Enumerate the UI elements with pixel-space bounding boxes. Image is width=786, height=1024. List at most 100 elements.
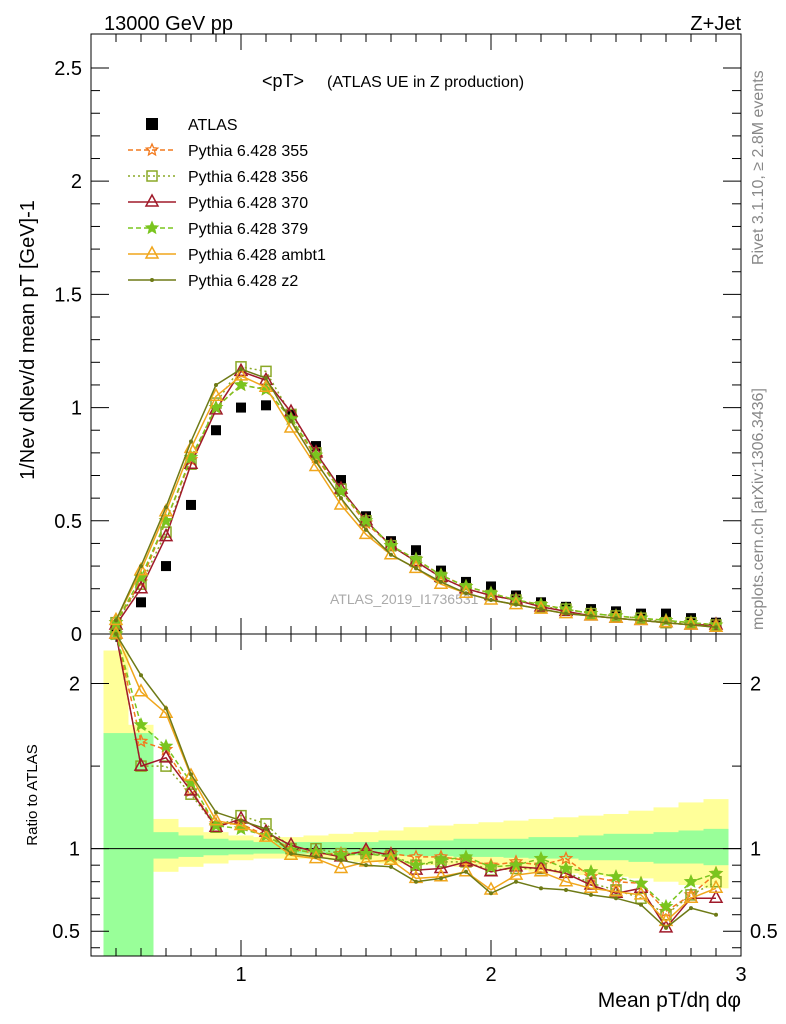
band_inner-bin [703,828,729,866]
series-6-ratio-point [639,902,643,907]
ratio-series-group [108,625,724,933]
series-2-ratio-point [135,760,147,772]
series-0-main-point [336,475,346,486]
series-5-ratio-point [583,879,599,894]
series-4-ratio-point [658,898,674,913]
series-6-ratio-point [714,912,718,917]
series-5-main-line [115,375,717,628]
legend-marker-6 [150,278,154,282]
series-0-main-point [261,400,271,411]
series-4-ratio-point [408,857,424,872]
series-6-ratio-point [589,892,593,897]
series-5-main-point [383,546,399,560]
series-5-main-point [158,503,174,517]
series-6-main-point [414,566,418,571]
series-6-main-point [164,505,168,510]
series-2-ratio-line [115,633,717,916]
series-0-main-point [136,597,146,608]
series-6-ratio-point [214,810,218,815]
series-5-ratio-point [458,863,474,877]
series-3-ratio-point [183,782,199,796]
series-0-main-point [236,402,246,413]
band_inner-bin [453,838,479,857]
y-tick-label-main: 0 [71,624,82,646]
series-5-main-point [558,605,574,619]
series-3-main-point [158,528,174,542]
series-5-main-point [708,618,724,632]
analysis-watermark: ATLAS_2019_I1736531 [330,591,479,607]
x-axis-title: Mean pT/dη dφ [598,989,741,1012]
band_inner-bin [653,832,679,864]
series-3-ratio-point [133,757,149,771]
series-6-main-point [364,527,368,532]
series-6-main-point [264,376,268,381]
y-tick-label-ratio-left: 0.5 [52,921,80,943]
series-4-main-point [183,449,199,464]
legend-marker-5 [144,245,160,259]
series-4-main-point [358,513,374,527]
series-5-main-point [233,367,249,381]
series-6-main-point [664,620,668,625]
series-5-main-point [133,562,149,576]
series-5-main-point [208,387,224,402]
series-6-ratio-point [289,851,293,856]
legend-label-2: Pythia 6.428 356 [188,169,308,186]
series-5-ratio-point [608,883,624,897]
series-6-main-point [189,439,193,444]
series-6-main-point [289,419,293,424]
legend-marker-1 [144,142,160,157]
series-5-main-point [183,439,199,454]
series-6-ratio-point [689,906,693,911]
legend-marker-3 [144,193,160,207]
band_inner-bin [178,835,204,857]
series-4-main-line [115,384,717,626]
series-5-ratio-point [133,683,149,697]
series-6-ratio-point [314,854,318,859]
series-5-ratio-point [183,767,199,781]
series-5-ratio-point [208,812,224,826]
legend: ATLAS Pythia 6.428 355 Pythia 6.428 356 Pyt… [128,117,326,290]
series-4-ratio-point [708,865,724,880]
y-tick-label-ratio-right: 1 [750,839,761,861]
series-6-ratio-point [189,772,193,777]
series-6-ratio-point [464,869,468,874]
series-6-main-point [714,625,718,630]
series-6-ratio-point [339,858,343,863]
series-3-main-line [115,370,716,626]
series-4-ratio-point [608,868,624,883]
series-3-main-point [133,580,149,594]
series-2-main-line [115,365,717,626]
plot-title: <pT> [262,71,304,91]
series-6-main-point [639,618,643,623]
series-6-ratio-point [264,826,268,831]
band_inner-bin [603,833,629,861]
series-5-main-point [658,614,674,628]
y-tick-label-main: 2.5 [54,58,82,80]
band_inner-bin [103,733,129,956]
series-6-main-point [514,602,518,607]
series-5-main-point [533,600,549,614]
ratio-y-axis-title: Ratio to ATLAS [24,744,41,845]
legend-label-0: ATLAS [188,117,238,134]
mcplots-source-label: mcplots.cern.ch [arXiv:1306.3436] [750,388,767,630]
y-tick-label-main: 1 [71,398,82,420]
series-6-main-point [139,564,143,569]
series-6-ratio-point [414,879,418,884]
series-6-ratio-point [614,896,618,901]
x-tick-label: 1 [235,964,246,986]
series-5-main-point [633,611,649,626]
series-4-ratio-point [158,738,174,753]
series-6-main-point [464,591,468,596]
band_inner-bin [678,830,704,864]
series-5-ratio-point [708,879,724,894]
ratio-uncertainty-bands [91,650,741,956]
legend-label-6: Pythia 6.428 z2 [188,273,298,290]
series-4-ratio-point [333,847,349,862]
series-6-ratio-point [239,818,243,823]
series-3-ratio-point [158,749,174,763]
series-4-ratio-point [433,852,449,867]
legend-label-1: Pythia 6.428 355 [188,143,308,160]
series-5-main-point [108,611,124,626]
series-3-ratio-line [115,633,716,930]
series-5-ratio-point [158,704,174,719]
